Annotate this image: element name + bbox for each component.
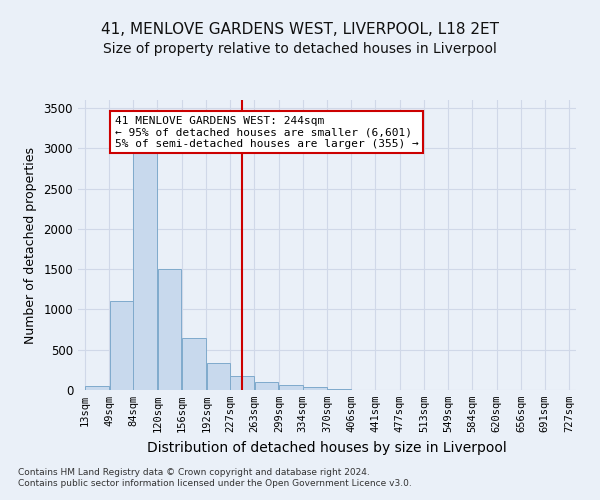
Bar (303, 387, 326, 390)
X-axis label: Distribution of detached houses by size in Liverpool: Distribution of detached houses by size … (147, 440, 507, 454)
Text: 41, MENLOVE GARDENS WEST, LIVERPOOL, L18 2ET: 41, MENLOVE GARDENS WEST, LIVERPOOL, L18… (101, 22, 499, 38)
Y-axis label: Number of detached properties: Number of detached properties (23, 146, 37, 344)
Text: Size of property relative to detached houses in Liverpool: Size of property relative to detached ho… (103, 42, 497, 56)
Bar (110, 302, 133, 390)
Text: 41 MENLOVE GARDENS WEST: 244sqm
← 95% of detached houses are smaller (6,601)
5% : 41 MENLOVE GARDENS WEST: 244sqm ← 95% of… (115, 116, 418, 149)
Text: Contains HM Land Registry data © Crown copyright and database right 2024.
Contai: Contains HM Land Registry data © Crown c… (18, 468, 412, 487)
Bar (158, 269, 181, 390)
Bar (328, 389, 351, 390)
Bar (133, 144, 157, 390)
Bar (85, 386, 109, 390)
Bar (182, 338, 206, 390)
Bar (255, 382, 278, 390)
Bar (230, 376, 254, 390)
Bar (206, 364, 230, 390)
Bar (279, 385, 303, 390)
